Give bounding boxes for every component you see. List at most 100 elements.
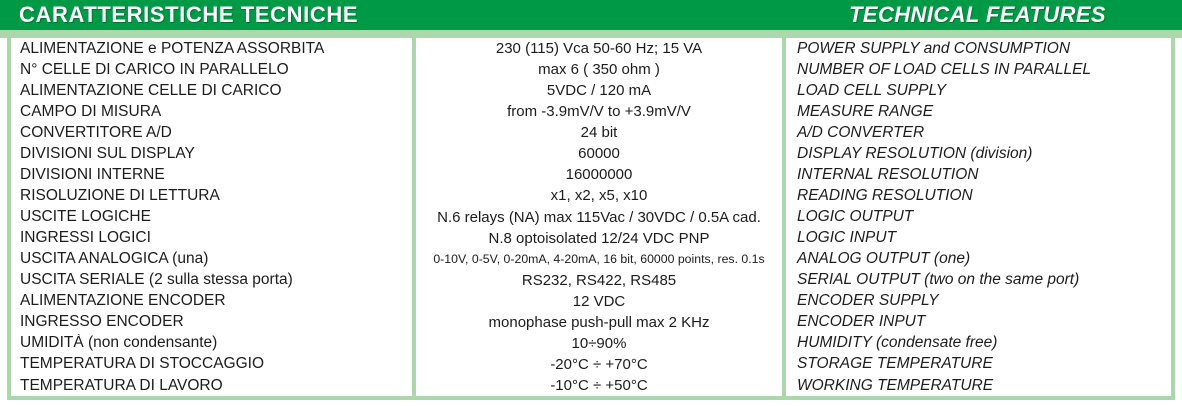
- spec-label-italian: N° CELLE DI CARICO IN PARALLELO: [20, 60, 289, 78]
- spec-label-italian: USCITE LOGICHE: [20, 208, 151, 226]
- spec-value: 0-10V, 0-5V, 0-20mA, 4-20mA, 16 bit, 600…: [433, 252, 765, 267]
- spec-label-italian: INGRESSO ENCODER: [20, 313, 184, 331]
- table-row: ALIMENTAZIONE CELLE DI CARICO 5VDC / 120…: [11, 80, 1171, 102]
- column-divider: [782, 164, 786, 186]
- column-divider: [782, 185, 786, 207]
- spec-label-english: WORKING TEMPERATURE: [797, 376, 994, 394]
- table-row: TEMPERATURA DI STOCCAGGIO -20°C ÷ +70°C …: [11, 353, 1171, 375]
- spec-label-english: INTERNAL RESOLUTION: [797, 165, 979, 183]
- header-title-english: TECHNICAL FEATURES: [849, 2, 1106, 27]
- spec-label-italian: INGRESSI LOGICI: [20, 229, 151, 247]
- column-divider: [412, 143, 416, 165]
- header-title-italian: CARATTERISTICHE TECNICHE: [19, 2, 359, 27]
- column-divider: [782, 290, 786, 312]
- spec-label-english: LOGIC OUTPUT: [797, 208, 914, 226]
- header-divider-strip: [0, 30, 1182, 38]
- spec-value: -20°C ÷ +70°C: [550, 355, 648, 373]
- spec-label-english: LOAD CELL SUPPLY: [797, 81, 947, 99]
- column-divider: [412, 38, 416, 60]
- spec-value: 5VDC / 120 mA: [546, 82, 652, 100]
- spec-label-english: HUMIDITY (condensate free): [797, 334, 998, 352]
- column-divider: [782, 122, 786, 144]
- column-divider: [782, 332, 786, 354]
- spec-table: ALIMENTAZIONE e POTENZA ASSORBITA 230 (1…: [7, 38, 1175, 400]
- spec-label-italian: RISOLUZIONE DI LETTURA: [20, 186, 220, 204]
- spec-label-english: A/D CONVERTER: [797, 123, 925, 141]
- column-divider: [782, 311, 786, 333]
- column-divider: [782, 80, 786, 102]
- table-row: TEMPERATURA DI LAVORO -10°C ÷ +50°C WORK…: [11, 375, 1171, 397]
- table-header-bar: CARATTERISTICHE TECNICHE TECHNICAL FEATU…: [0, 0, 1182, 30]
- spec-value: 230 (115) Vca 50-60 Hz; 15 VA: [495, 40, 703, 58]
- spec-value: x1, x2, x5, x10: [550, 187, 648, 205]
- column-divider: [412, 227, 416, 249]
- column-divider: [782, 375, 786, 397]
- column-divider: [412, 101, 416, 123]
- table-row: USCITE LOGICHE N.6 relays (NA) max 115Va…: [11, 206, 1171, 228]
- spec-label-english: DISPLAY RESOLUTION (division): [797, 144, 1033, 162]
- column-divider: [412, 164, 416, 186]
- column-divider: [782, 59, 786, 81]
- spec-label-italian: ALIMENTAZIONE CELLE DI CARICO: [20, 81, 282, 99]
- spec-label-english: LOGIC INPUT: [797, 229, 897, 247]
- spec-value: 24 bit: [580, 124, 618, 142]
- column-divider: [782, 353, 786, 375]
- column-divider: [782, 101, 786, 123]
- table-row: CONVERTITORE A/D 24 bit A/D CONVERTER: [11, 122, 1171, 144]
- spec-label-english: POWER SUPPLY and CONSUMPTION: [797, 39, 1071, 57]
- spec-value: monophase push-pull max 2 KHz: [488, 313, 710, 331]
- spec-value: N.8 optoisolated 12/24 VDC PNP: [488, 229, 710, 247]
- column-divider: [412, 290, 416, 312]
- spec-label-italian: DIVISIONI SUL DISPLAY: [20, 144, 195, 162]
- spec-label-english: READING RESOLUTION: [797, 186, 973, 204]
- column-divider: [412, 353, 416, 375]
- table-row: USCITA SERIALE (2 sulla stessa porta) RS…: [11, 269, 1171, 291]
- spec-label-italian: USCITA SERIALE (2 sulla stessa porta): [20, 271, 293, 289]
- spec-label-english: ENCODER INPUT: [797, 313, 926, 331]
- column-divider: [782, 143, 786, 165]
- table-row: CAMPO DI MISURA from -3.9mV/V to +3.9mV/…: [11, 101, 1171, 123]
- spec-value: 16000000: [565, 166, 633, 184]
- column-divider: [412, 269, 416, 291]
- table-row: N° CELLE DI CARICO IN PARALLELO max 6 ( …: [11, 59, 1171, 81]
- spec-label-english: MEASURE RANGE: [797, 102, 934, 120]
- spec-label-italian: CAMPO DI MISURA: [20, 102, 162, 120]
- spec-label-italian: UMIDITÀ (non condensante): [20, 334, 218, 352]
- spec-label-italian: CONVERTITORE A/D: [20, 123, 172, 141]
- column-divider: [782, 227, 786, 249]
- column-divider: [412, 206, 416, 228]
- spec-value: from -3.9mV/V to +3.9mV/V: [507, 103, 691, 121]
- spec-label-italian: ALIMENTAZIONE ENCODER: [20, 292, 226, 310]
- spec-label-english: STORAGE TEMPERATURE: [797, 355, 993, 373]
- table-row: RISOLUZIONE DI LETTURA x1, x2, x5, x10 R…: [11, 185, 1171, 207]
- spec-label-english: NUMBER OF LOAD CELLS IN PARALLEL: [797, 60, 1092, 78]
- column-divider: [412, 332, 416, 354]
- spec-value: 10÷90%: [571, 334, 627, 352]
- table-row: ALIMENTAZIONE ENCODER 12 VDC ENCODER SUP…: [11, 290, 1171, 312]
- column-divider: [412, 122, 416, 144]
- column-divider: [412, 311, 416, 333]
- column-divider: [782, 248, 786, 270]
- table-row: USCITA ANALOGICA (una) 0-10V, 0-5V, 0-20…: [11, 248, 1171, 270]
- table-row: INGRESSO ENCODER monophase push-pull max…: [11, 311, 1171, 333]
- column-divider: [412, 375, 416, 397]
- column-divider: [782, 206, 786, 228]
- spec-label-italian: TEMPERATURA DI LAVORO: [20, 376, 223, 394]
- column-divider: [782, 38, 786, 60]
- spec-label-english: SERIAL OUTPUT (two on the same port): [797, 271, 1080, 289]
- spec-value: -10°C ÷ +50°C: [550, 377, 648, 395]
- spec-value: 12 VDC: [572, 292, 626, 310]
- column-divider: [412, 248, 416, 270]
- column-divider: [782, 269, 786, 291]
- spec-label-italian: TEMPERATURA DI STOCCAGGIO: [20, 355, 265, 373]
- spec-label-italian: ALIMENTAZIONE e POTENZA ASSORBITA: [20, 39, 325, 57]
- table-row: DIVISIONI INTERNE 16000000 INTERNAL RESO…: [11, 164, 1171, 186]
- column-divider: [412, 80, 416, 102]
- table-row: ALIMENTAZIONE e POTENZA ASSORBITA 230 (1…: [11, 38, 1171, 60]
- spec-label-italian: DIVISIONI INTERNE: [20, 165, 165, 183]
- spec-value: 60000: [578, 145, 620, 163]
- column-divider: [412, 59, 416, 81]
- spec-value: N.6 relays (NA) max 115Vac / 30VDC / 0.5…: [437, 208, 761, 226]
- table-row: INGRESSI LOGICI N.8 optoisolated 12/24 V…: [11, 227, 1171, 249]
